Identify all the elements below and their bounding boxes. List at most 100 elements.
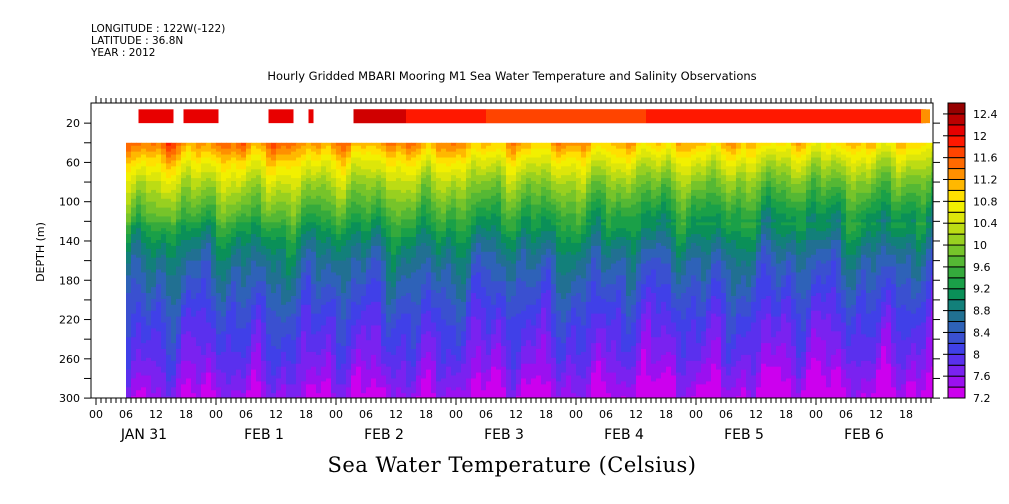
contour-cell [151, 328, 157, 362]
contour-cell [251, 245, 257, 262]
contour-cell [196, 248, 202, 262]
contour-cell [456, 198, 462, 209]
contour-cell [836, 151, 842, 159]
contour-cell [151, 231, 157, 244]
contour-cell [851, 163, 857, 173]
contour-cell [701, 281, 707, 303]
contour-cell [291, 151, 297, 161]
contour-cell [741, 207, 747, 220]
contour-cell [496, 319, 502, 344]
contour-cell [851, 219, 857, 223]
contour-cell [716, 248, 722, 262]
contour-cell [826, 148, 832, 156]
contour-cell [771, 169, 777, 179]
contour-cell [376, 154, 382, 161]
contour-cell [681, 242, 687, 253]
contour-cell [356, 204, 362, 214]
contour-cell [186, 201, 192, 214]
contour-cell [326, 334, 332, 353]
contour-cell [686, 184, 692, 194]
contour-cell [451, 284, 457, 306]
contour-cell [786, 260, 792, 276]
contour-cell [326, 237, 332, 250]
contour-cell [711, 222, 717, 226]
contour-cell [766, 366, 772, 399]
contour-cell [801, 148, 807, 156]
contour-cell [661, 213, 667, 232]
contour-cell [896, 363, 902, 391]
contour-cell [226, 178, 232, 188]
contour-cell [911, 160, 917, 170]
contour-cell [836, 331, 842, 350]
contour-cell [921, 242, 927, 256]
contour-cell [511, 231, 517, 241]
contour-cell [896, 228, 902, 238]
contour-cell [696, 219, 702, 223]
contour-cell [696, 316, 702, 344]
contour-cell [266, 284, 272, 309]
contour-cell [741, 237, 747, 250]
contour-cell [271, 181, 277, 188]
contour-cell [591, 142, 597, 150]
contour-cell [886, 216, 892, 223]
contour-cell [781, 225, 787, 238]
contour-cell [336, 186, 342, 200]
contour-cell [691, 189, 697, 197]
contour-cell [706, 201, 712, 217]
contour-cell [781, 201, 787, 214]
contour-cell [676, 189, 682, 203]
contour-cell [316, 154, 322, 161]
contour-cell [731, 257, 737, 297]
contour-cell [616, 148, 622, 159]
contour-cell [931, 275, 934, 291]
contour-cell [816, 293, 822, 312]
contour-cell [506, 175, 512, 185]
contour-cell [911, 148, 917, 156]
contour-cell [141, 387, 147, 399]
contour-cell [581, 216, 587, 226]
contour-cell [911, 360, 917, 382]
contour-cell [291, 278, 297, 297]
contour-cell [576, 260, 582, 276]
contour-cell [246, 172, 252, 182]
contour-cell [126, 172, 132, 182]
contour-cell [126, 163, 132, 173]
contour-cell [741, 157, 747, 164]
contour-cell [621, 172, 627, 179]
contour-cell [176, 222, 182, 235]
contour-cell [311, 351, 317, 368]
contour-cell [826, 181, 832, 191]
contour-cell [781, 213, 787, 223]
contour-cell [496, 216, 502, 232]
contour-cell [436, 293, 442, 309]
contour-cell [296, 222, 302, 229]
contour-cell [486, 219, 492, 232]
contour-cell [866, 207, 872, 214]
contour-cell [776, 151, 782, 161]
contour-cell [796, 210, 802, 232]
contour-cell [226, 160, 232, 170]
contour-cell [626, 198, 632, 209]
contour-cell [436, 151, 442, 159]
contour-cell [521, 192, 527, 200]
contour-cell [601, 254, 607, 273]
contour-cell [596, 166, 602, 176]
contour-cell [666, 248, 672, 265]
contour-cell [411, 245, 417, 259]
contour-cell [141, 316, 147, 344]
contour-cell [586, 301, 592, 329]
contour-cell [416, 375, 422, 397]
contour-cell [401, 219, 407, 229]
contour-cell [801, 298, 807, 332]
contour-cell [466, 198, 472, 212]
contour-cell [221, 316, 227, 332]
contour-cell [546, 363, 552, 382]
contour-cell [586, 163, 592, 173]
contour-cell [311, 145, 317, 153]
contour-cell [431, 210, 437, 223]
contour-cell [231, 222, 237, 229]
contour-cell [641, 148, 647, 159]
contour-cell [126, 369, 132, 388]
contour-cell [461, 181, 467, 191]
contour-cell [716, 298, 722, 318]
